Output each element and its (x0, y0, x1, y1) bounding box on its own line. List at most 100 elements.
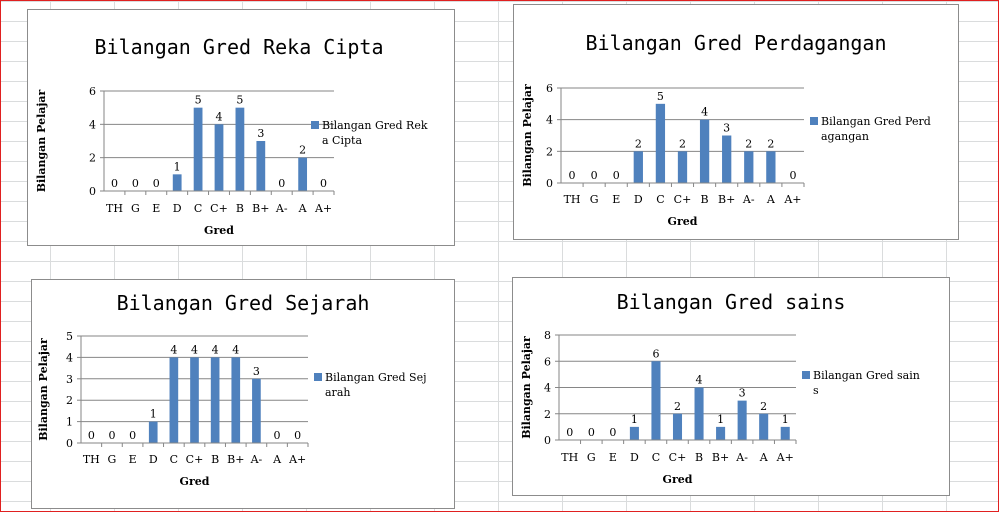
data-label: 0 (320, 177, 327, 190)
category-label: TH (106, 202, 123, 215)
data-label: 0 (111, 177, 118, 190)
data-label: 4 (232, 343, 239, 356)
category-label: C (170, 453, 178, 466)
chart-title: Bilangan Gred Reka Cipta (95, 35, 384, 59)
category-label: E (129, 453, 137, 466)
category-label: D (149, 453, 158, 466)
bar (252, 378, 261, 443)
bar (699, 119, 710, 183)
legend-label: Bilangan Gred Rek (322, 119, 428, 132)
data-label: 4 (170, 343, 177, 356)
category-label: C (194, 202, 202, 215)
category-label: B (211, 453, 219, 466)
chart-svg: Bilangan Gred Reka Cipta02460TH0G0E1D5C4… (35, 35, 428, 237)
category-label: B (701, 193, 709, 206)
data-label: 2 (767, 137, 774, 150)
data-label: 1 (717, 413, 724, 426)
data-label: 1 (631, 413, 638, 426)
data-label: 3 (257, 127, 264, 140)
data-label: 0 (609, 426, 616, 439)
bar (633, 151, 643, 183)
legend-label: Bilangan Gred Sej (325, 371, 427, 384)
y-tick-label: 2 (544, 408, 551, 421)
data-label: 0 (613, 169, 620, 182)
bar (235, 107, 245, 191)
category-label: B (695, 451, 703, 464)
legend-swatch (810, 117, 818, 125)
category-label: C+ (186, 453, 204, 466)
category-label: C+ (669, 451, 687, 464)
data-label: 0 (569, 169, 576, 182)
category-label: A+ (783, 193, 801, 206)
legend-label: Bilangan Gred sain (813, 369, 920, 382)
data-label: 3 (723, 122, 730, 135)
category-label: A (298, 202, 308, 215)
y-axis-label: Bilangan Pelajar (521, 84, 534, 187)
data-label: 2 (299, 144, 306, 157)
data-label: 2 (745, 137, 752, 150)
legend-label: s (813, 384, 819, 397)
data-label: 0 (566, 426, 573, 439)
y-tick-label: 0 (66, 437, 73, 450)
category-label: B+ (252, 202, 269, 215)
category-label: A- (735, 451, 748, 464)
data-label: 0 (294, 429, 301, 442)
data-label: 0 (591, 169, 598, 182)
data-label: 0 (108, 429, 115, 442)
category-label: A- (275, 202, 288, 215)
legend-label: arah (325, 386, 350, 399)
x-axis-label: Gred (663, 473, 693, 486)
data-label: 0 (132, 177, 139, 190)
bar (672, 413, 683, 440)
category-label: G (587, 451, 596, 464)
category-label: A+ (776, 451, 794, 464)
bar (766, 151, 776, 183)
bar (651, 361, 661, 440)
bar (716, 426, 726, 440)
x-axis-label: Gred (204, 224, 234, 237)
category-label: D (630, 451, 639, 464)
chart-sains[interactable]: Bilangan Gred sains 0 2 4 6 8 0 TH 0 G 0 E 1 D 6 C 2 C+ 4 B… (512, 277, 950, 496)
category-label: TH (564, 193, 581, 206)
category-label: E (152, 202, 160, 215)
bar (722, 135, 732, 183)
chart-perdagangan[interactable]: Bilangan Gred Perdagangan 0 2 4 6 0 TH 0 G 0 E 2 D 5 C… (513, 4, 959, 240)
bar (231, 357, 241, 443)
y-tick-label: 2 (66, 394, 73, 407)
x-axis-label: Gred (180, 475, 210, 488)
chart-reka-cipta[interactable]: Bilangan Gred Reka Cipta 0 2 4 6 0 TH 0 G 0 E 1 D 5 C 4… (27, 9, 455, 246)
y-tick-label: 4 (89, 118, 96, 131)
data-label: 0 (88, 429, 95, 442)
legend-label: agangan (821, 130, 869, 143)
bar (629, 426, 639, 440)
y-tick-label: 0 (544, 434, 551, 447)
chart-title: Bilangan Gred Perdagangan (585, 31, 886, 55)
category-label: A+ (314, 202, 332, 215)
bar (190, 357, 199, 443)
x-axis-label: Gred (668, 215, 698, 228)
data-label: 5 (195, 94, 202, 107)
category-label: D (173, 202, 182, 215)
data-label: 1 (782, 413, 789, 426)
data-label: 0 (278, 177, 285, 190)
category-label: A- (250, 453, 263, 466)
legend-swatch (314, 373, 322, 381)
data-label: 0 (588, 426, 595, 439)
y-tick-label: 6 (89, 85, 96, 98)
bar (759, 413, 769, 440)
data-label: 2 (635, 137, 642, 150)
bar (169, 357, 179, 443)
bar (744, 151, 754, 183)
category-label: E (612, 193, 620, 206)
chart-svg: Bilangan Gred Perdagangan02460TH0G0E2D5C… (521, 31, 931, 228)
chart-title: Bilangan Gred Sejarah (117, 291, 370, 315)
category-label: G (108, 453, 117, 466)
chart-sejarah[interactable]: Bilangan Gred Sejarah 0 1 2 3 4 5 0 TH 0 G 0 E 1 D 4 C 4 C… (31, 279, 455, 509)
category-label: TH (83, 453, 100, 466)
category-label: B+ (718, 193, 735, 206)
y-tick-label: 4 (546, 114, 553, 127)
y-tick-label: 0 (546, 177, 553, 190)
legend-label: a Cipta (322, 134, 362, 147)
category-label: E (609, 451, 617, 464)
category-label: TH (561, 451, 578, 464)
